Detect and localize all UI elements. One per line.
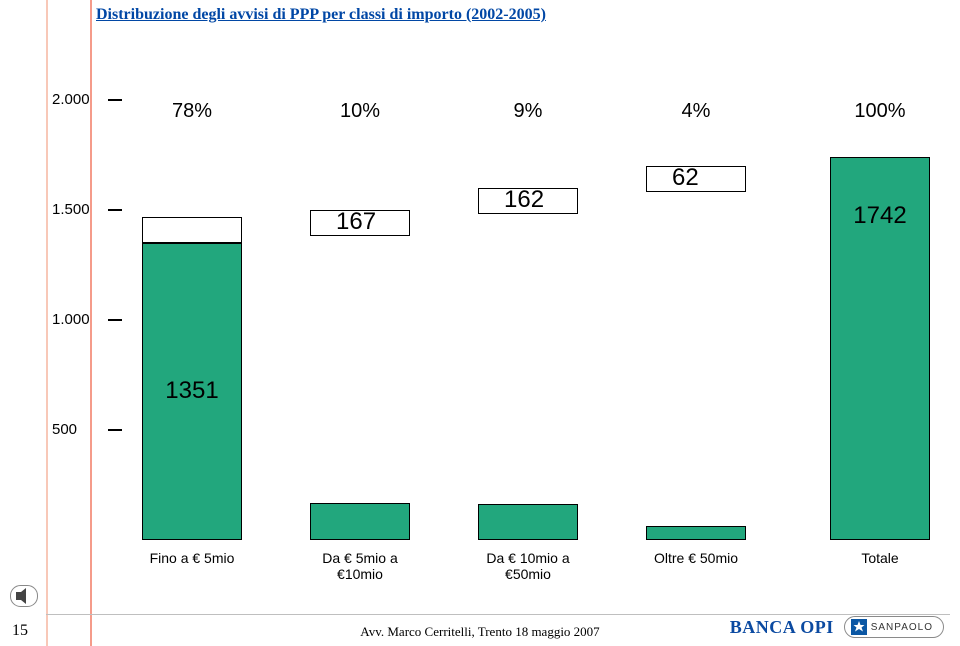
chart-value-label: 1351 bbox=[142, 377, 242, 405]
y-tick-label: 1.000 bbox=[52, 311, 90, 328]
ppp-distribution-chart: 5001.0001.5002.00078%1351Fino a € 5mio10… bbox=[52, 100, 950, 570]
chart-value-label: 1742 bbox=[830, 202, 930, 230]
y-tick-mark bbox=[108, 99, 122, 101]
chart-pct-label: 100% bbox=[830, 100, 930, 123]
y-tick-mark bbox=[108, 209, 122, 211]
y-tick-label: 2.000 bbox=[52, 91, 90, 108]
y-tick-mark bbox=[108, 319, 122, 321]
logo-banca-opi: BANCA OPI bbox=[730, 617, 834, 638]
chart-value-label: 167 bbox=[336, 208, 376, 236]
chart-bar-cap bbox=[142, 217, 242, 243]
logo-sanpaolo: SANPAOLO bbox=[844, 616, 944, 638]
chart-pct-label: 4% bbox=[646, 100, 746, 123]
margin-line-outer bbox=[46, 0, 48, 646]
slide: Distribuzione degli avvisi di PPP per cl… bbox=[0, 0, 960, 646]
chart-bar bbox=[478, 504, 578, 540]
chart-category-label: Oltre € 50mio bbox=[626, 550, 766, 566]
chart-pct-label: 9% bbox=[478, 100, 578, 123]
chart-value-label: 162 bbox=[504, 186, 544, 214]
chart-category-label: Da € 10mio a€50mio bbox=[458, 550, 598, 582]
chart-pct-label: 78% bbox=[142, 100, 242, 123]
chart-bar bbox=[646, 526, 746, 540]
chart-category-label: Fino a € 5mio bbox=[122, 550, 262, 566]
chart-category-label: Da € 5mio a€10mio bbox=[290, 550, 430, 582]
chart-bar bbox=[310, 503, 410, 540]
sanpaolo-star-icon bbox=[851, 619, 867, 635]
chart-category-label: Totale bbox=[810, 550, 950, 566]
logo-sanpaolo-text: SANPAOLO bbox=[871, 622, 933, 633]
chart-value-label: 62 bbox=[672, 164, 699, 192]
y-tick-mark bbox=[108, 429, 122, 431]
footer-divider bbox=[46, 614, 950, 615]
chart-title: Distribuzione degli avvisi di PPP per cl… bbox=[96, 6, 546, 24]
y-tick-label: 500 bbox=[52, 421, 77, 438]
y-tick-label: 1.500 bbox=[52, 201, 90, 218]
logo-group: BANCA OPI SANPAOLO bbox=[730, 616, 944, 638]
speaker-icon bbox=[10, 585, 38, 612]
chart-pct-label: 10% bbox=[310, 100, 410, 123]
